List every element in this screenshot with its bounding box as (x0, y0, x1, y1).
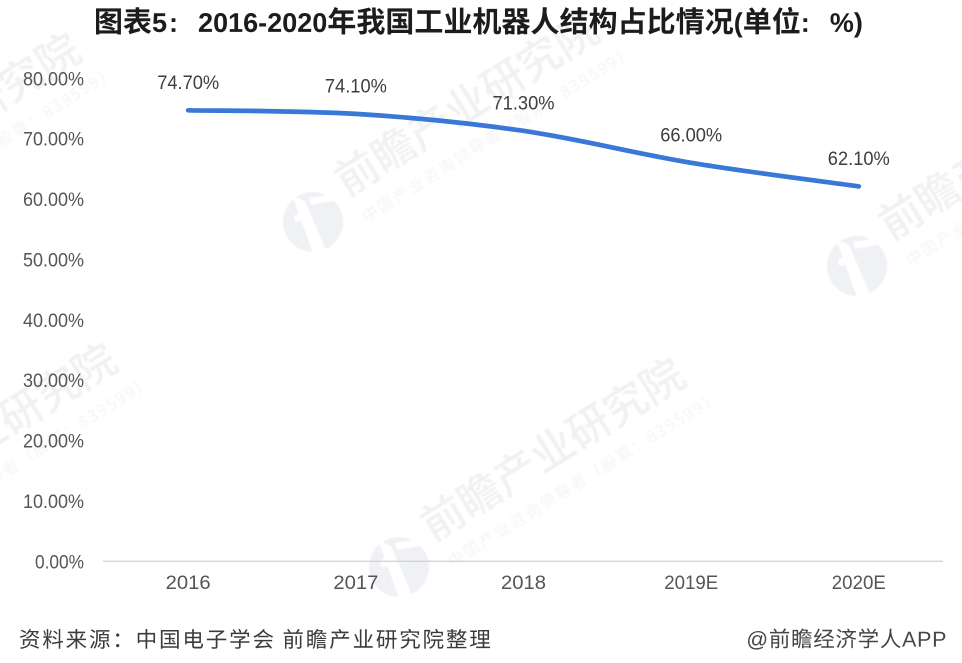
svg-text:2018: 2018 (501, 573, 546, 594)
svg-text:74.70%: 74.70% (157, 73, 219, 94)
svg-text:74.10%: 74.10% (325, 77, 387, 98)
svg-text:50.00%: 50.00% (23, 250, 84, 271)
svg-text:66.00%: 66.00% (660, 125, 722, 146)
svg-text:2016: 2016 (166, 573, 211, 594)
svg-text:20.00%: 20.00% (23, 432, 84, 453)
svg-text:10.00%: 10.00% (23, 492, 84, 513)
svg-text:40.00%: 40.00% (23, 311, 84, 332)
svg-text:30.00%: 30.00% (23, 371, 84, 392)
svg-text:80.00%: 80.00% (23, 69, 84, 90)
svg-text:2020E: 2020E (832, 573, 886, 594)
svg-text:71.30%: 71.30% (493, 93, 555, 114)
svg-text:60.00%: 60.00% (23, 190, 84, 211)
svg-text:2019E: 2019E (664, 573, 718, 594)
svg-text:2017: 2017 (333, 573, 378, 594)
svg-text:70.00%: 70.00% (23, 130, 84, 151)
svg-text:62.10%: 62.10% (828, 149, 890, 170)
svg-text:0.00%: 0.00% (35, 552, 84, 573)
